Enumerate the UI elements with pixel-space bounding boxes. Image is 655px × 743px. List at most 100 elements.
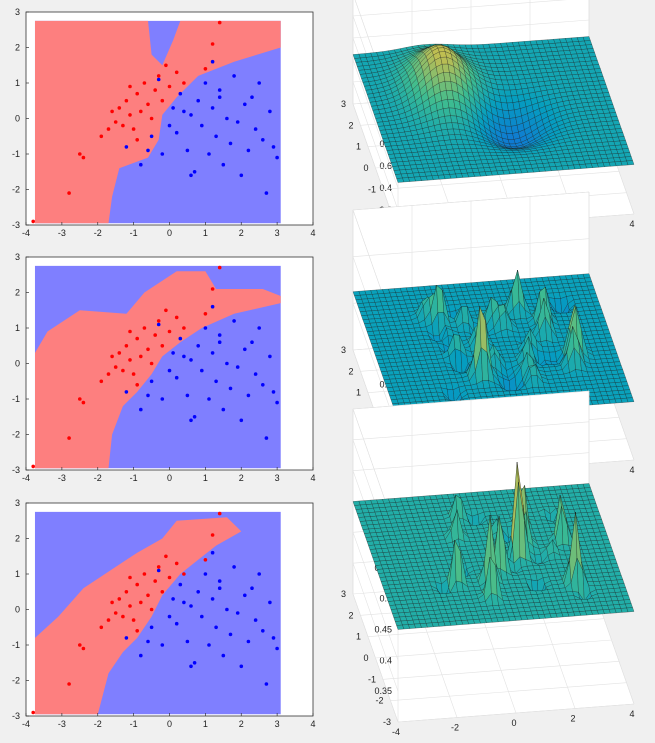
scatter-point [250, 340, 254, 345]
scatter-point [128, 113, 132, 117]
y-tick-label: 0 [363, 653, 368, 663]
surface-patch [616, 579, 625, 585]
surface-patch [613, 571, 622, 577]
z-tick-label: 0.4 [379, 183, 392, 193]
surface-patch [598, 80, 607, 86]
scatter-point [117, 351, 122, 355]
x-tick-label: 1 [203, 473, 208, 483]
scatter-point [221, 162, 226, 167]
surface-patch [623, 599, 632, 605]
scatter-point [203, 572, 208, 576]
scatter-point [185, 148, 190, 153]
y-tick-label: -3 [12, 465, 20, 475]
decision-regions [34, 20, 281, 224]
scatter-point [174, 315, 179, 320]
surface-patch [622, 148, 630, 154]
scatter-point [171, 597, 175, 601]
surface-patch [602, 92, 611, 98]
scatter-point [217, 586, 222, 590]
x-tick-label: 2 [570, 714, 575, 724]
scatter-point [268, 109, 272, 114]
x-tick-label: -1 [130, 719, 138, 729]
surface-patch [608, 555, 616, 561]
region-red [35, 517, 242, 715]
surface-patch [601, 88, 609, 94]
y-tick-label: 1 [356, 388, 361, 398]
y-tick-label: 1 [356, 632, 361, 642]
scatter-point [167, 614, 172, 619]
surface-patch [604, 543, 612, 549]
surface-patch [618, 136, 626, 142]
scatter-point [106, 127, 111, 131]
surface-patch [609, 112, 618, 118]
scatter-point [214, 134, 218, 139]
x-tick-label: -3 [58, 473, 66, 483]
scatter-point [207, 397, 211, 401]
y-gridline [382, 171, 620, 190]
scatter-point [164, 308, 168, 313]
scatter-point [174, 130, 179, 135]
scatter-point [78, 643, 82, 647]
scatter-point [228, 141, 233, 146]
y-tick-label: -3 [12, 711, 20, 721]
y-tick-label: -3 [383, 717, 391, 727]
surface-patch [625, 603, 633, 609]
scatter-point [139, 407, 143, 412]
scatter-point [178, 91, 183, 96]
scatter-point [217, 579, 222, 583]
z-tick-label: 0.4 [379, 655, 392, 665]
surface-patch [618, 583, 626, 589]
scatter-point [135, 383, 139, 387]
scatter-point [135, 582, 139, 587]
x-tick-label: -4 [22, 473, 30, 483]
scatter-point [174, 375, 179, 380]
scatter-point [31, 464, 35, 469]
scatter-point [189, 113, 193, 117]
scatter-point [131, 618, 136, 622]
surface-patch [597, 523, 605, 529]
x-tick-label: 0 [511, 718, 516, 728]
surface-patch [602, 329, 611, 335]
y-gridline [390, 682, 627, 701]
z-tick-label: 0.6 [379, 161, 392, 171]
scatter-point [232, 74, 236, 78]
scatter-point [275, 646, 279, 651]
x-tick-label: -4 [22, 719, 30, 729]
scatter-point [210, 59, 215, 64]
y-tick-label: -2 [375, 696, 383, 706]
scatter-point [217, 511, 222, 516]
scatter-point [210, 304, 215, 309]
y-gridline [375, 639, 612, 659]
surface-patch [616, 132, 625, 138]
scatter-point [81, 400, 86, 405]
surface-patch [612, 120, 621, 126]
scatter-point [182, 109, 186, 114]
scatter-point [214, 625, 218, 630]
scatter-point [149, 625, 154, 630]
scatter-point [135, 629, 139, 633]
surface-mesh [352, 36, 635, 183]
scatter-point [192, 170, 197, 174]
scatter-point [207, 643, 211, 647]
scatter-point [217, 20, 222, 25]
surface-patch [585, 281, 594, 287]
surface-patch [604, 333, 612, 339]
scatter-point [146, 347, 150, 352]
scatter-point [142, 81, 147, 85]
x-tick-label: -2 [94, 719, 102, 729]
scatter-point [146, 593, 150, 598]
surface-patch [595, 309, 604, 315]
scatter-point [124, 636, 129, 640]
surface-patch [626, 397, 635, 403]
decision-regions [34, 511, 281, 715]
surface-patch [625, 393, 633, 399]
y-tick-label: 3 [341, 345, 346, 355]
x-tick-label: -3 [58, 719, 66, 729]
scatter-point [217, 333, 222, 337]
scatter-point [67, 682, 71, 686]
scatter-point [174, 621, 179, 626]
y-tick-label: 0 [363, 163, 368, 173]
scatter-point [149, 607, 154, 612]
surface-patch [598, 527, 607, 533]
scatter-point [142, 326, 147, 330]
